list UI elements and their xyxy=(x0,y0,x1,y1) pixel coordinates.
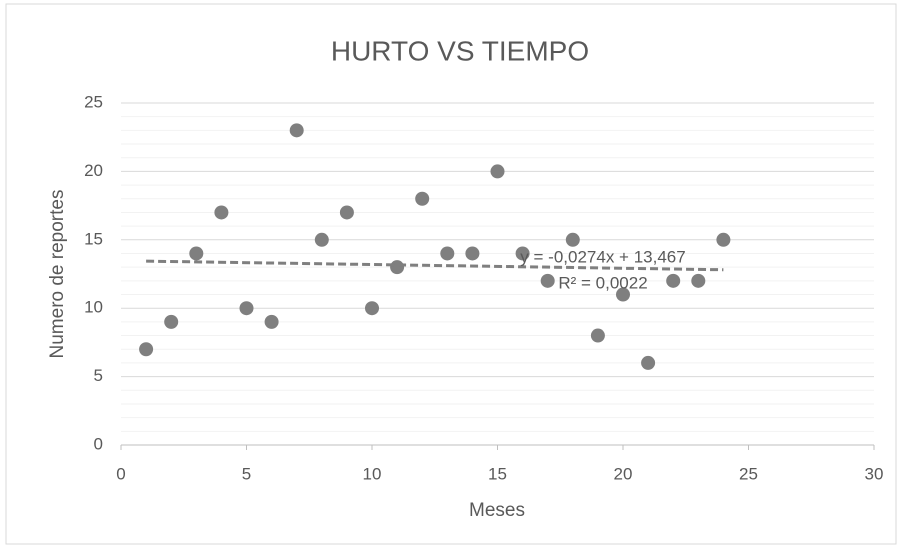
trendline-equation: y = -0,0274x + 13,467 xyxy=(520,247,685,266)
point xyxy=(641,355,656,370)
point xyxy=(339,205,354,220)
point xyxy=(666,273,681,288)
x-axis-label: Meses xyxy=(469,500,525,521)
point xyxy=(565,232,580,247)
x-tick-label: 5 xyxy=(242,464,251,483)
point xyxy=(616,287,630,302)
y-axis-label: Numero de reportes xyxy=(47,190,68,359)
point xyxy=(164,314,179,329)
point xyxy=(415,191,430,206)
x-tick-label: 25 xyxy=(739,464,758,483)
y-tick-label: 0 xyxy=(94,434,103,453)
point xyxy=(214,205,229,220)
point xyxy=(590,328,605,343)
y-tick-label: 5 xyxy=(94,366,103,385)
point xyxy=(365,301,379,316)
trendline-r2: R² = 0,0022 xyxy=(558,273,647,292)
point xyxy=(691,273,706,288)
chart-title: HURTO VS TIEMPO xyxy=(331,35,589,66)
point xyxy=(390,260,405,275)
chart-border xyxy=(5,3,897,545)
x-tick-label: 15 xyxy=(488,464,507,483)
x-tick-label: 20 xyxy=(614,464,633,483)
point xyxy=(139,342,154,357)
point xyxy=(540,273,555,288)
point xyxy=(465,246,480,261)
point xyxy=(189,246,204,261)
point xyxy=(239,301,254,316)
trendline xyxy=(146,259,724,272)
y-tick-label: 15 xyxy=(84,229,103,248)
point xyxy=(314,232,329,247)
point xyxy=(716,232,731,247)
point xyxy=(515,246,530,261)
point xyxy=(289,123,304,138)
y-tick-label: 20 xyxy=(84,161,103,180)
x-tick-label: 30 xyxy=(865,464,884,483)
y-tick-label: 10 xyxy=(84,298,103,317)
point xyxy=(490,164,505,179)
y-tick-label: 25 xyxy=(84,92,103,111)
point xyxy=(440,246,455,261)
x-tick-label: 0 xyxy=(116,464,125,483)
x-tick-label: 10 xyxy=(363,464,382,483)
point xyxy=(264,314,279,329)
